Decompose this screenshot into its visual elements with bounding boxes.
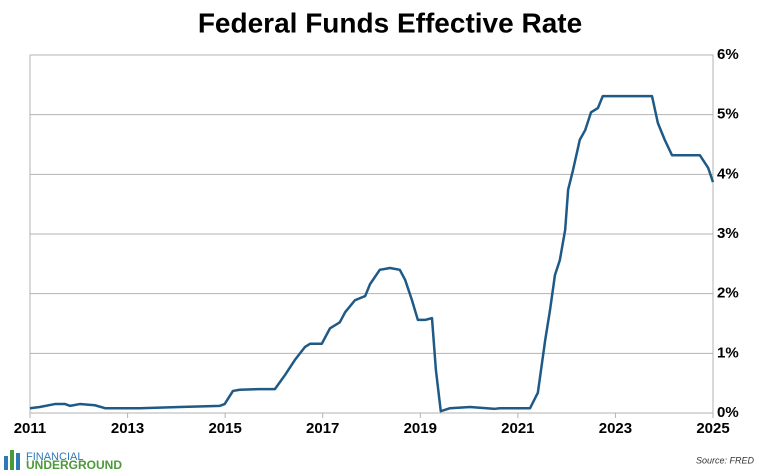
y-tick-label: 4% [717,165,739,182]
logo-bottom: UNDERGROUND [26,458,122,472]
logo-bar [4,456,8,470]
y-tick-label: 2% [717,285,739,302]
y-tick-label: 5% [717,106,739,123]
y-tick-label: 6% [717,46,739,63]
logo-bar [10,450,14,470]
logo-top: FINANCIAL [26,451,83,463]
x-tick-label: 2015 [208,420,241,437]
x-tick-label: 2021 [501,420,534,437]
logo: FINANCIAL UNDERGROUND [4,450,122,472]
y-tick-label: 1% [717,344,739,361]
y-tick-label: 0% [717,404,739,421]
x-tick-label: 2017 [306,420,339,437]
x-tick-label: 2019 [404,420,437,437]
data-line [29,94,715,413]
x-tick-label: 2013 [111,420,144,437]
chart-title: Federal Funds Effective Rate [198,7,582,38]
x-tick-label: 2025 [696,420,729,437]
x-tick-label: 2023 [599,420,632,437]
logo-bar [16,453,20,470]
x-tick-label: 2011 [14,420,47,437]
y-tick-label: 3% [717,225,739,242]
source: Source: FRED [696,455,755,465]
